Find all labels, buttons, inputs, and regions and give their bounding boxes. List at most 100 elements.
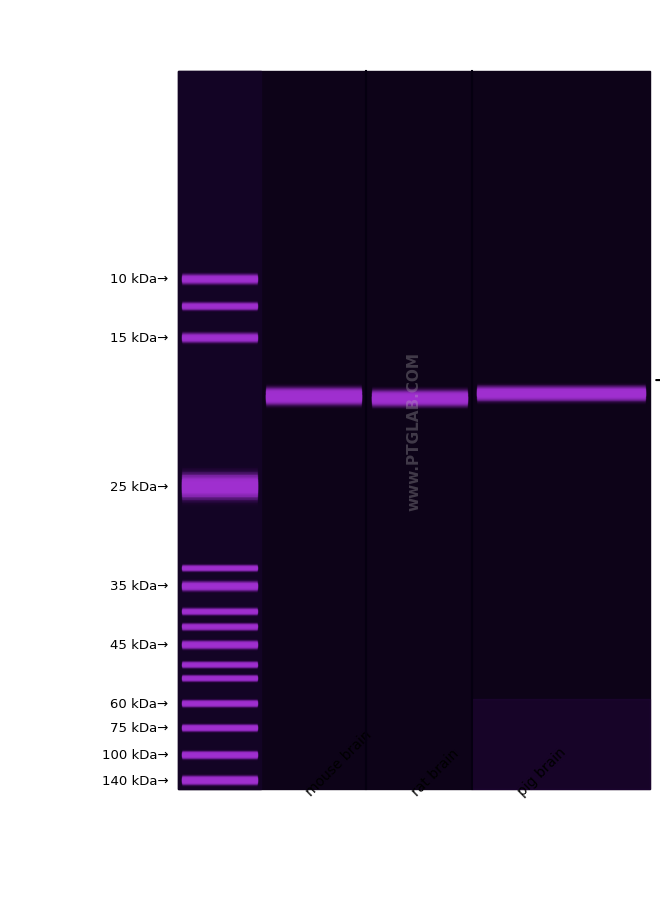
Bar — [372, 403, 467, 404]
Bar — [182, 504, 257, 506]
Bar — [266, 405, 361, 406]
Bar — [372, 399, 467, 400]
Bar — [182, 501, 257, 502]
Bar — [182, 502, 257, 503]
Bar — [266, 391, 361, 392]
Bar — [372, 387, 467, 388]
Bar — [266, 396, 361, 397]
Bar — [266, 402, 361, 403]
Bar — [372, 391, 467, 392]
Bar — [178, 72, 650, 789]
Text: rat brain: rat brain — [409, 746, 461, 798]
Bar — [372, 386, 467, 387]
Bar — [182, 502, 257, 503]
Bar — [266, 405, 361, 407]
Bar — [182, 493, 257, 495]
Bar — [266, 408, 361, 409]
Bar — [372, 408, 467, 409]
Text: 15 kDa→: 15 kDa→ — [110, 332, 168, 345]
Bar — [372, 406, 467, 407]
Bar — [182, 476, 257, 478]
Text: 35 kDa→: 35 kDa→ — [110, 580, 168, 593]
Bar — [372, 397, 467, 398]
Bar — [266, 407, 361, 408]
Bar — [372, 398, 467, 399]
Text: 75 kDa→: 75 kDa→ — [110, 722, 168, 734]
Bar — [266, 389, 361, 390]
Text: 60 kDa→: 60 kDa→ — [110, 697, 168, 710]
Bar — [266, 409, 361, 410]
Bar — [266, 397, 361, 398]
Bar — [182, 472, 257, 474]
Bar — [372, 400, 467, 401]
Bar — [266, 383, 361, 384]
Bar — [372, 388, 467, 389]
Bar — [266, 384, 361, 385]
Bar — [266, 394, 361, 395]
Bar — [266, 383, 361, 385]
Bar — [182, 487, 257, 488]
Bar — [182, 490, 257, 492]
Bar — [266, 386, 361, 387]
Text: 100 kDa→: 100 kDa→ — [102, 749, 168, 761]
Bar — [266, 392, 361, 393]
Bar — [182, 482, 257, 483]
Bar — [182, 474, 257, 475]
Bar — [372, 389, 467, 390]
Bar — [372, 394, 467, 395]
Bar — [266, 404, 361, 405]
Bar — [182, 503, 257, 504]
Bar — [182, 494, 257, 496]
Bar — [372, 396, 467, 397]
Bar — [182, 468, 257, 470]
Bar — [266, 400, 361, 401]
Bar — [372, 399, 467, 400]
Bar — [182, 492, 257, 494]
Bar — [372, 407, 467, 408]
Bar — [266, 398, 361, 400]
Bar — [266, 386, 361, 387]
Text: 10 kDa→: 10 kDa→ — [110, 273, 168, 286]
Bar — [182, 469, 257, 471]
Bar — [266, 398, 361, 399]
Bar — [266, 393, 361, 394]
Bar — [372, 392, 467, 393]
Bar — [372, 391, 467, 392]
Bar — [372, 401, 467, 402]
Bar — [372, 402, 467, 403]
Text: 25 kDa→: 25 kDa→ — [110, 481, 168, 493]
Bar — [266, 394, 361, 396]
Bar — [372, 393, 467, 394]
Bar — [266, 401, 361, 402]
Bar — [182, 483, 257, 484]
Bar — [372, 406, 467, 407]
Bar — [266, 397, 361, 398]
Bar — [372, 398, 467, 399]
Bar — [182, 489, 257, 491]
Bar — [266, 399, 361, 400]
Bar — [182, 499, 257, 501]
Bar — [372, 388, 467, 389]
Bar — [266, 401, 361, 403]
Bar — [372, 400, 467, 401]
Bar — [372, 393, 467, 394]
Text: 140 kDa→: 140 kDa→ — [102, 774, 168, 787]
Bar — [372, 397, 467, 398]
Bar — [266, 390, 361, 391]
Bar — [182, 484, 257, 486]
Bar — [266, 404, 361, 405]
Bar — [182, 475, 257, 476]
Bar — [372, 389, 467, 390]
Bar — [372, 405, 467, 406]
Bar — [372, 386, 467, 388]
Bar — [182, 474, 257, 476]
Bar — [372, 396, 467, 397]
Bar — [266, 392, 361, 393]
Bar — [372, 404, 467, 405]
Bar — [266, 387, 361, 388]
Bar — [178, 72, 261, 789]
Bar — [372, 401, 467, 403]
Bar — [266, 407, 361, 408]
Bar — [182, 498, 257, 500]
Bar — [182, 467, 257, 469]
